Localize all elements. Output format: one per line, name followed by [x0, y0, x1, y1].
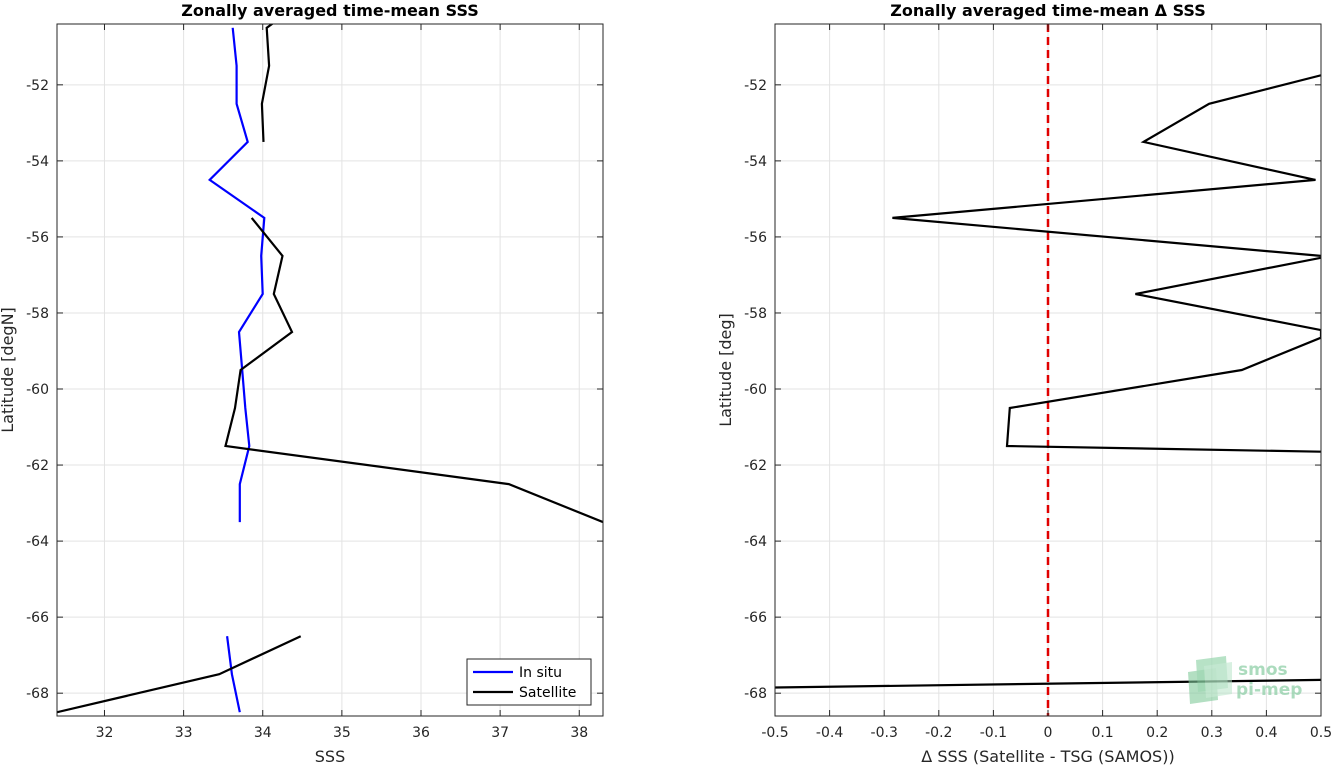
delta-xtick-label: -0.2: [925, 725, 952, 741]
sss-series-satellite: [57, 24, 603, 714]
sss-ytick-label: -52: [26, 78, 49, 94]
sss-series-line: [226, 636, 241, 713]
logo-line1: smos: [1238, 660, 1288, 680]
delta-ytick-label: -68: [744, 686, 767, 702]
sss-ytick-label: -54: [26, 154, 49, 170]
delta-xtick-label: 0.1: [1091, 725, 1113, 741]
legend-box: [466, 658, 592, 706]
sss-y-axis-label: Latitude [degN]: [0, 307, 17, 433]
sss-series-line: [207, 27, 266, 523]
sss-ytick-label: -64: [26, 534, 49, 550]
sss-xtick-label: 35: [333, 725, 351, 741]
delta-ytick-label: -56: [744, 230, 767, 246]
delta-xtick-label: 0.2: [1146, 725, 1168, 741]
delta-xtick-label: -0.3: [871, 725, 898, 741]
sss-series-in-situ: [207, 27, 266, 713]
sss-ytick-label: -56: [26, 230, 49, 246]
delta-ytick-label: -58: [744, 306, 767, 322]
sss-xtick-label: 33: [175, 725, 193, 741]
panel-delta-sss: -0.5 -0.4 -0.3 -0.2 -0.1 0 0.1 0.2 0.3 0.4 0.5 -68 -…: [716, 1, 1332, 765]
delta-xtick-label: -0.1: [980, 725, 1007, 741]
delta-xtick-label: 0.5: [1310, 725, 1332, 741]
delta-ytick-label: -52: [744, 78, 767, 94]
sss-grid: [57, 24, 603, 716]
delta-x-axis-label: Δ SSS (Satellite - TSG (SAMOS)): [921, 747, 1174, 765]
delta-ytick-label: -66: [744, 610, 767, 626]
delta-xtick-label: 0: [1044, 725, 1053, 741]
sss-xtick-label: 38: [570, 725, 588, 741]
sss-x-axis-label: SSS: [315, 747, 345, 765]
sss-xtick-label: 36: [412, 725, 430, 741]
sss-ytick-label: -58: [26, 306, 49, 322]
sss-ytick-label: -60: [26, 382, 49, 398]
delta-xtick-label: 0.4: [1255, 725, 1277, 741]
delta-xtick-label: -0.4: [816, 725, 843, 741]
sss-ytick-label: -68: [26, 686, 49, 702]
delta-ytick-label: -54: [744, 154, 767, 170]
delta-ytick-label: -60: [744, 382, 767, 398]
delta-xtick-label: 0.3: [1201, 725, 1223, 741]
sss-series-line: [260, 24, 274, 142]
delta-y-axis-label: Latitude [deg]: [716, 313, 735, 427]
sss-xtick-label: 34: [254, 725, 272, 741]
logo-line2: pi-mep: [1236, 680, 1302, 700]
sss-chart-title: Zonally averaged time-mean SSS: [181, 1, 479, 20]
sss-series-line: [57, 635, 302, 714]
sss-ytick-label: -62: [26, 458, 49, 474]
legend-entry: In situ: [519, 665, 562, 681]
smos-pi-mep-logo: smos pi-mep: [1188, 656, 1302, 704]
delta-ytick-label: -62: [744, 458, 767, 474]
legend: In situ Satellite: [466, 658, 592, 706]
delta-ytick-label: -64: [744, 534, 767, 550]
sss-axes-box: [56, 23, 604, 717]
sss-ytick-label: -66: [26, 610, 49, 626]
delta-xtick-label: -0.5: [761, 725, 788, 741]
sss-series-line: [224, 217, 603, 524]
delta-series-line: [892, 74, 1321, 453]
legend-entry: Satellite: [519, 685, 576, 701]
sss-xtick-label: 32: [96, 725, 114, 741]
panel-sss: 32 33 34 35 36 37 38 -68 -66 -64 -62 -60 -58 -56 -54 -5…: [0, 1, 604, 765]
delta-chart-title: Zonally averaged time-mean Δ SSS: [890, 1, 1206, 20]
sss-xtick-label: 37: [491, 725, 509, 741]
